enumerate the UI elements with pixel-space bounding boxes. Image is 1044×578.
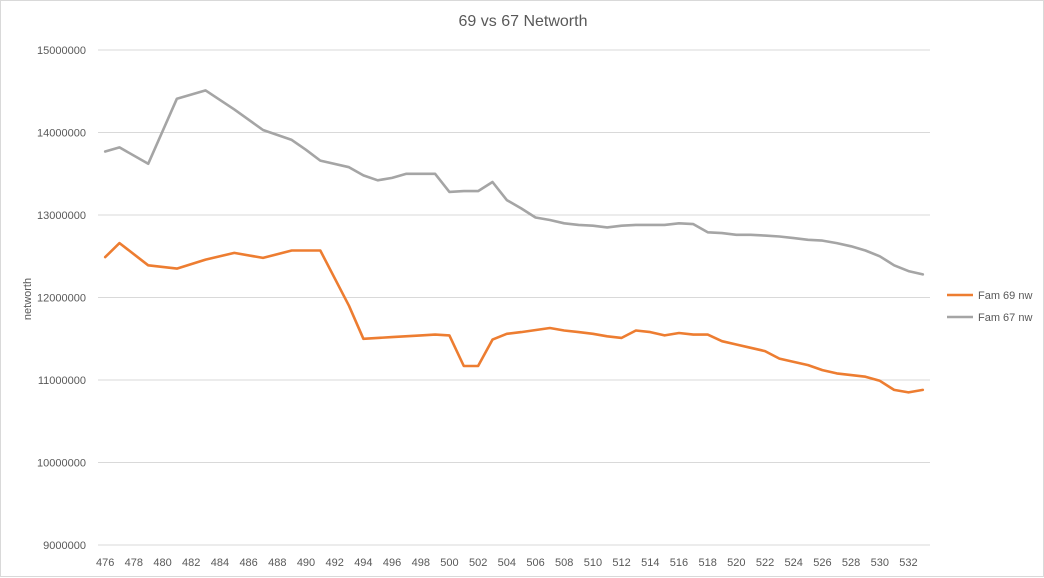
x-tick-label: 498 (412, 557, 430, 569)
x-tick-label: 478 (125, 557, 143, 569)
legend-label: Fam 67 nw (978, 312, 1032, 324)
x-tick-label: 486 (239, 557, 257, 569)
gridlines (98, 49, 930, 546)
y-axis-label: networth (22, 278, 34, 320)
x-tick-label: 510 (584, 557, 602, 569)
y-tick-label: 15000000 (37, 45, 86, 57)
x-tick-label: 508 (555, 557, 573, 569)
x-tick-label: 488 (268, 557, 286, 569)
series-lines (103, 89, 925, 394)
x-tick-label: 530 (871, 557, 889, 569)
x-tick-label: 506 (526, 557, 544, 569)
legend-label: Fam 69 nw (978, 290, 1032, 302)
x-tick-label: 482 (182, 557, 200, 569)
x-tick-label: 494 (354, 557, 372, 569)
y-tick-label: 10000000 (37, 458, 86, 470)
x-tick-label: 496 (383, 557, 401, 569)
x-tick-label: 502 (469, 557, 487, 569)
y-tick-label: 11000000 (38, 375, 86, 387)
y-axis-ticks: 9000000 10000000 11000000 12000000 13000000 1… (37, 45, 86, 552)
x-tick-label: 490 (297, 557, 315, 569)
x-tick-label: 520 (727, 557, 745, 569)
series-line-2 (103, 89, 925, 276)
chart-title: 69 vs 67 Networth (458, 13, 588, 30)
x-tick-label: 526 (813, 557, 831, 569)
x-tick-label: 528 (842, 557, 860, 569)
x-axis-ticks: 476 478 480 482 484 486 488 490 492 494 496 498 500 5… (96, 557, 918, 569)
x-tick-label: 518 (698, 557, 716, 569)
y-tick-label: 13000000 (37, 210, 86, 222)
x-tick-label: 516 (670, 557, 688, 569)
x-tick-label: 500 (440, 557, 458, 569)
legend: Fam 69 nw Fam 67 nw (947, 290, 1032, 324)
y-tick-label: 12000000 (37, 293, 86, 305)
x-tick-label: 512 (612, 557, 630, 569)
series-line-1 (103, 241, 925, 394)
x-tick-label: 480 (153, 557, 171, 569)
x-tick-label: 504 (498, 557, 516, 569)
x-tick-label: 532 (899, 557, 917, 569)
x-tick-label: 484 (211, 557, 229, 569)
x-tick-label: 492 (326, 557, 344, 569)
x-tick-label: 514 (641, 557, 659, 569)
x-tick-label: 476 (96, 557, 114, 569)
x-tick-label: 522 (756, 557, 774, 569)
y-tick-label: 9000000 (43, 540, 86, 552)
y-tick-label: 14000000 (37, 128, 86, 140)
x-tick-label: 524 (785, 557, 803, 569)
